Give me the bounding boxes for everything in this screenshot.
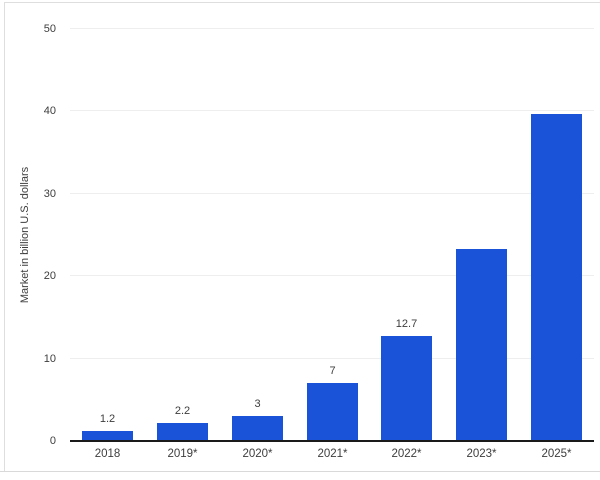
plot-area: 1.2 2.2 3 7 12.7 xyxy=(70,28,594,442)
bar-2023* xyxy=(456,249,507,441)
y-tick-label-10: 10 xyxy=(43,352,56,365)
bar-value-label-2018: 1.2 xyxy=(99,413,116,425)
x-tick-label-2018: 2018 xyxy=(94,448,121,460)
gridline-40 xyxy=(70,110,594,112)
x-tick-label-2023*: 2023* xyxy=(466,448,497,460)
bar-2019* xyxy=(157,423,208,441)
y-tick-label-0: 0 xyxy=(49,435,56,447)
bar-value-label-2021*: 7 xyxy=(329,365,336,377)
y-tick-label-50: 50 xyxy=(43,23,56,35)
x-axis-labels: 2018 2019* 2020* 2021* 2022* 2023* 2025* xyxy=(70,448,594,464)
bar-2020* xyxy=(232,416,283,441)
bar-2025* xyxy=(531,114,582,441)
y-tick-label-20: 20 xyxy=(43,270,56,283)
gridline-20 xyxy=(70,275,594,277)
bar-2018 xyxy=(82,431,133,441)
bar-value-label-2019*: 2.2 xyxy=(174,405,191,417)
y-tick-label-40: 40 xyxy=(43,105,56,118)
bar-value-label-2022*: 12.7 xyxy=(395,318,418,330)
x-tick-label-2021*: 2021* xyxy=(317,448,348,460)
x-tick-label-2019*: 2019* xyxy=(167,448,198,460)
gridline-10 xyxy=(70,357,594,359)
y-axis-tick-labels: 0 10 20 30 40 50 xyxy=(0,23,56,447)
x-tick-label-2020*: 2020* xyxy=(242,448,273,460)
gridline-30 xyxy=(70,192,594,194)
bar-2022* xyxy=(381,336,432,441)
y-tick-label-30: 30 xyxy=(43,187,56,200)
x-axis-line xyxy=(70,440,594,442)
gridline-50 xyxy=(70,28,594,29)
bar-2021* xyxy=(307,383,358,441)
x-tick-label-2022*: 2022* xyxy=(391,448,422,460)
bar-value-label-2020*: 3 xyxy=(254,398,261,410)
card-border-bottom xyxy=(0,471,600,472)
card-border-top xyxy=(4,2,600,3)
card-border-left xyxy=(4,2,5,471)
x-tick-label-2025*: 2025* xyxy=(541,448,572,460)
